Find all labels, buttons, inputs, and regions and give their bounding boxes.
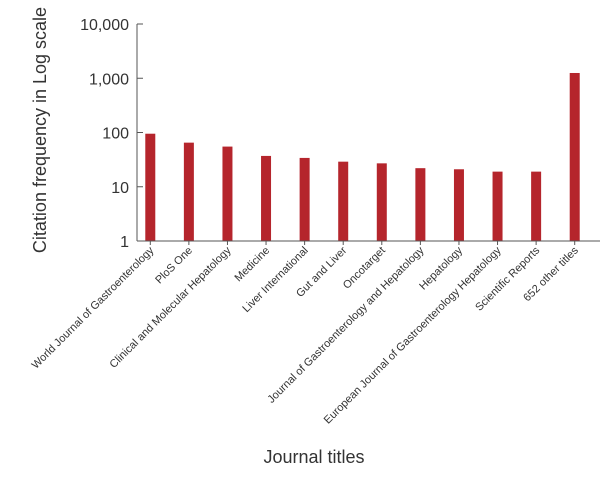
bars [145,72,580,241]
bar [145,133,156,241]
bar [453,169,464,241]
y-axis: 1 10 100 1,000 10,000 [80,17,143,251]
bar [299,157,310,241]
bar [531,171,542,241]
y-tick-label: 100 [102,126,129,143]
x-tick-label: Scientific Reports [473,244,542,313]
bar [261,155,272,241]
y-tick-label: 1 [120,234,129,251]
bar [338,161,349,241]
x-tick-label: Liver International [240,245,310,315]
y-tick-label: 10,000 [80,17,129,34]
y-axis-title: Citation frequency in Log scale [30,7,50,253]
bar [492,171,503,241]
x-axis-title: Journal titles [263,447,364,467]
x-tick-label: Medicine [233,245,273,285]
y-tick-label: 10 [111,180,129,197]
x-tick-label: European Journal of Gastroenterology Hep… [322,244,504,426]
bar [222,146,233,241]
x-tick-label: World Journal of Gastroenterology [30,244,157,371]
bar [569,72,580,241]
bar [376,163,387,241]
y-tick-label: 1,000 [89,71,129,88]
bar [183,142,194,241]
bar [415,168,426,241]
